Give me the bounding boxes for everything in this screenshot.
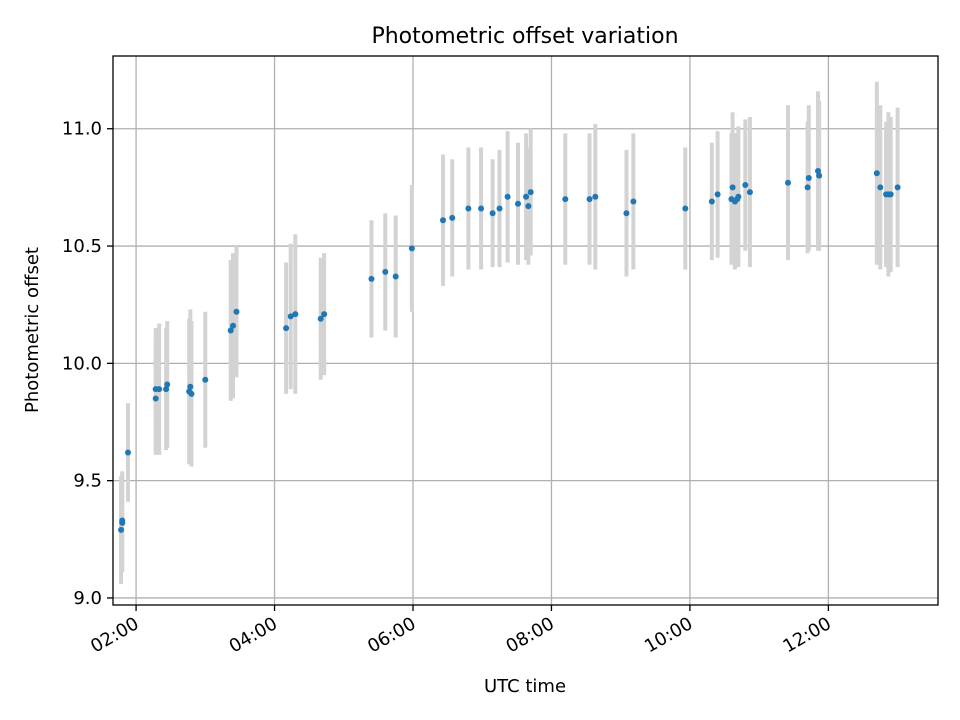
data-point [408, 245, 415, 252]
data-point [504, 193, 511, 200]
chart-title: Photometric offset variation [371, 24, 678, 49]
data-point [163, 386, 170, 393]
data-point [785, 179, 791, 186]
data-point [805, 175, 812, 181]
x-tick-label: 12:00 [779, 613, 834, 657]
y-axis-ticks: 9.0 9.5 10.0 10.5 11.0 [62, 119, 113, 609]
data-point [586, 196, 593, 203]
data-point [708, 198, 715, 205]
data-point [562, 196, 569, 203]
data-point [233, 308, 240, 315]
data-point [815, 167, 821, 174]
data-point [804, 184, 811, 191]
data-point [317, 315, 324, 322]
data-point [729, 184, 736, 191]
data-point [392, 273, 399, 280]
data-point [894, 184, 901, 191]
x-tick-label: 04:00 [226, 613, 281, 657]
data-point [119, 517, 126, 524]
grid [113, 56, 938, 605]
data-point [496, 205, 503, 212]
data-point [449, 214, 456, 221]
data-point [202, 376, 209, 383]
error-bars [119, 81, 900, 584]
plot-frame [112, 55, 939, 606]
data-point [623, 210, 630, 217]
data-point [188, 390, 195, 397]
data-point [489, 210, 496, 217]
data-point [525, 203, 532, 210]
data-point [156, 386, 163, 393]
x-axis-ticks: 02:00 04:00 06:00 08:00 10:00 12:00 [87, 605, 835, 657]
data-point [682, 205, 689, 212]
data-point [742, 182, 749, 189]
data-point [523, 193, 530, 200]
data-point [478, 205, 485, 212]
data-point [321, 311, 328, 318]
x-tick-label: 10:00 [641, 613, 696, 657]
x-tick-label: 08:00 [503, 613, 558, 657]
data-point [152, 395, 159, 402]
y-tick-label: 10.0 [62, 353, 102, 374]
data-point [187, 383, 194, 390]
data-point [527, 189, 534, 196]
y-tick-label: 11.0 [62, 119, 102, 140]
y-tick-label: 9.0 [73, 588, 102, 609]
data-points [118, 167, 901, 533]
data-point [592, 193, 599, 200]
x-tick-label: 02:00 [87, 613, 142, 657]
data-point [382, 268, 389, 275]
data-point [440, 217, 446, 224]
data-point [515, 200, 521, 207]
data-point [125, 449, 131, 456]
y-tick-label: 9.5 [73, 471, 102, 492]
data-point [630, 198, 637, 205]
data-point [714, 191, 721, 198]
data-point [873, 170, 880, 177]
data-point [164, 381, 171, 388]
data-point [287, 313, 294, 320]
y-axis-label: Photometric offset [22, 247, 43, 413]
x-tick-label: 06:00 [364, 613, 419, 657]
data-point [292, 311, 299, 318]
data-point [816, 172, 823, 179]
data-point [887, 191, 894, 198]
data-point [465, 205, 472, 212]
x-axis-label: UTC time [484, 676, 566, 697]
data-point [746, 189, 753, 196]
y-tick-label: 10.5 [62, 236, 102, 257]
data-point [118, 526, 125, 533]
data-point [283, 325, 290, 332]
data-point [227, 327, 234, 334]
data-point [230, 322, 236, 329]
data-point [735, 193, 742, 200]
data-point [877, 184, 884, 191]
data-point [368, 275, 375, 282]
